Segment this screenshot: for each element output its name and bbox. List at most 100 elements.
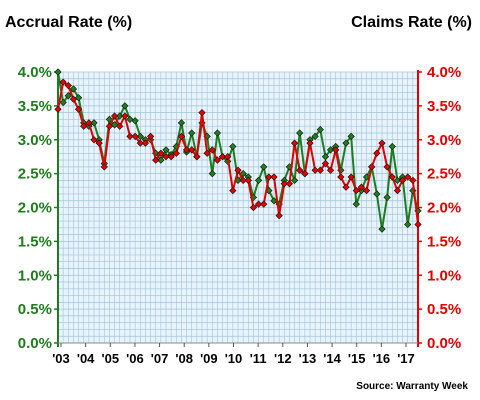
claims-point (290, 139, 299, 147)
accrual-point (74, 94, 83, 102)
claims-point (152, 156, 160, 164)
claims-point (95, 139, 103, 147)
accrual-point (188, 129, 196, 137)
claims-point (54, 105, 62, 113)
claims-point (368, 163, 376, 171)
accrual-point (290, 176, 299, 185)
claims-point (80, 122, 88, 130)
accrual-point (316, 125, 324, 134)
left-tick-label: 4.0% (18, 64, 52, 81)
claims-point (357, 183, 366, 191)
accrual-point (347, 132, 355, 140)
accrual-point (296, 129, 304, 137)
claims-point (337, 173, 345, 181)
claims-point (285, 180, 294, 188)
claims-point (213, 156, 222, 164)
accrual-point (59, 98, 67, 107)
claims-point (110, 112, 119, 120)
accrual-point (254, 176, 263, 185)
accrual-point (373, 190, 381, 198)
claims-point (270, 173, 278, 181)
claims-point (306, 139, 314, 147)
accrual-point (121, 102, 129, 110)
claims-point (398, 176, 407, 185)
claims-point (383, 163, 391, 171)
claims-point (249, 203, 258, 212)
accrual-point (131, 117, 139, 125)
claims-point (64, 81, 72, 90)
claims-point (316, 166, 324, 174)
x-tick-label: '04 (77, 351, 95, 366)
claims-point (193, 153, 201, 161)
x-tick-label: '07 (151, 351, 169, 366)
left-tick-label: 1.0% (18, 267, 52, 284)
grid-lines (57, 71, 419, 343)
accrual-point (177, 119, 186, 127)
accrual-point (311, 132, 319, 140)
accrual-point (208, 170, 216, 178)
x-tick-label: '05 (102, 351, 120, 366)
x-tick-label: '14 (323, 351, 341, 366)
claims-point (141, 139, 150, 147)
claims-point (218, 153, 227, 161)
accrual-point (69, 85, 78, 93)
accrual-point (90, 119, 98, 127)
x-tick-label: '13 (299, 351, 317, 366)
claims-point (301, 170, 309, 178)
claims-point (188, 146, 196, 154)
claims-point (131, 132, 139, 140)
right-tick-label: 2.0% (427, 200, 461, 217)
claims-point (378, 139, 386, 147)
claims-point (244, 176, 252, 185)
claims-point (362, 186, 371, 195)
accrual-point (393, 176, 402, 185)
claims-point (326, 166, 335, 174)
x-tick-label: '06 (126, 351, 144, 366)
series (54, 68, 422, 233)
x-tick-label: '11 (250, 351, 267, 366)
x-tick-label: '12 (274, 351, 292, 366)
claims-point (85, 119, 93, 127)
claims-point (409, 176, 417, 185)
claims-point (126, 132, 134, 140)
right-tick-label: 0.0% (427, 335, 461, 352)
accrual-point (260, 163, 268, 171)
claims-point (373, 149, 381, 157)
claims-point (254, 200, 263, 208)
claims-point (388, 173, 396, 181)
accrual-point (110, 121, 119, 129)
claims-point (275, 212, 283, 220)
left-tick-label: 3.5% (18, 98, 52, 115)
x-tick-label: '16 (373, 351, 391, 366)
accrual-point (352, 200, 360, 208)
claims-point (311, 166, 319, 174)
claims-point (162, 153, 170, 161)
claims-point (393, 186, 402, 195)
x-tick-label: '03 (52, 351, 70, 366)
accrual-point (126, 115, 134, 124)
x-tick-label: '09 (200, 351, 218, 366)
accrual-point (388, 142, 396, 151)
right-tick-label: 2.5% (427, 166, 461, 183)
claims-point (105, 122, 114, 130)
claims-point (321, 159, 330, 168)
claims-point (59, 78, 67, 86)
accrual-point (342, 139, 350, 147)
claims-point (239, 176, 247, 185)
accrual-point (213, 129, 222, 137)
claims-rate-title: Claims Rate (%) (351, 14, 472, 31)
accrual-point (64, 92, 72, 100)
left-tick-label: 2.5% (18, 166, 52, 183)
claims-point (332, 146, 340, 154)
claims-point (224, 153, 232, 161)
claims-point (265, 173, 273, 181)
claims-point (260, 200, 268, 208)
left-tick-label: 2.0% (18, 200, 52, 217)
claims-point (177, 132, 186, 140)
accrual-point (378, 225, 386, 233)
right-tick-label: 3.0% (427, 132, 461, 149)
left-tick-label: 0.5% (18, 301, 52, 318)
tick-labels: 0.0% 0.5% 1.0% 1.5% 2.0% 2.5% 3.0% 3.5% 4.0% 0.0%… (18, 64, 461, 366)
claims-point (69, 95, 78, 103)
